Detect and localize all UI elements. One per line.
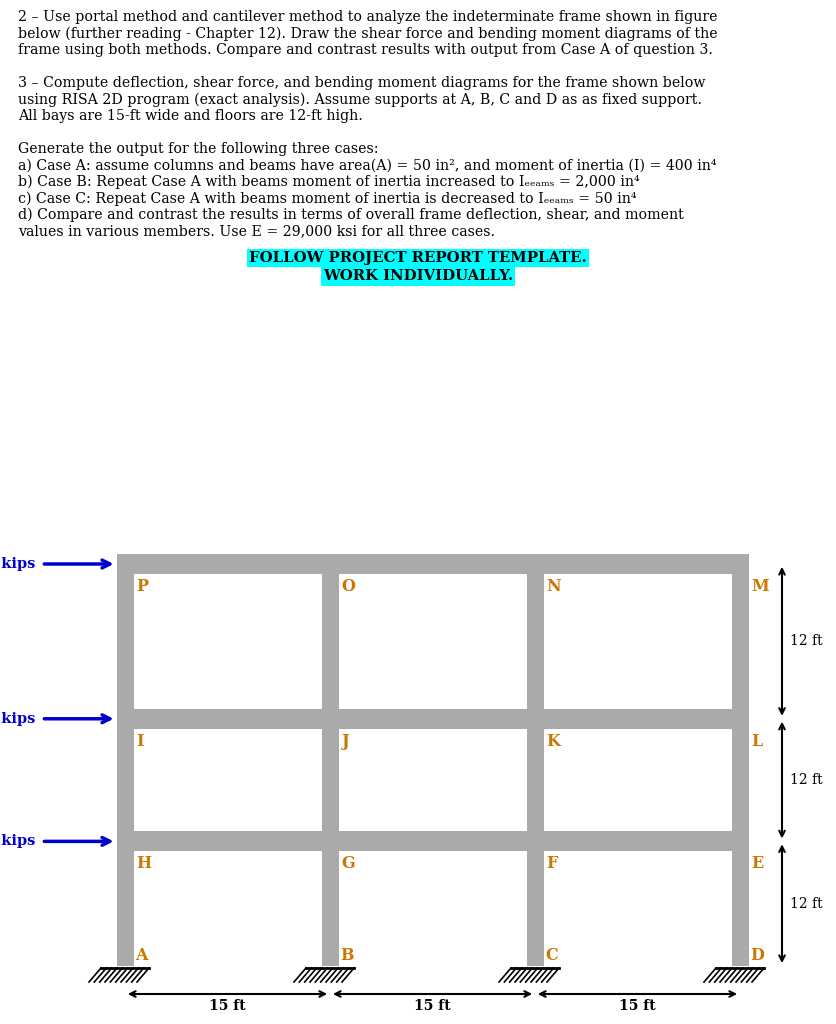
Text: 15 ft: 15 ft	[619, 999, 655, 1013]
Text: FOLLOW PROJECT REPORT TEMPLATE.: FOLLOW PROJECT REPORT TEMPLATE.	[249, 251, 587, 265]
Text: A: A	[135, 947, 148, 964]
Bar	[116, 831, 748, 851]
Text: 4 kips: 4 kips	[0, 835, 35, 848]
Bar	[116, 719, 134, 842]
Text: D: D	[751, 947, 764, 964]
Text: d) Compare and contrast the results in terms of overall frame deflection, shear,: d) Compare and contrast the results in t…	[18, 208, 684, 222]
Text: Generate the output for the following three cases:: Generate the output for the following th…	[18, 142, 379, 156]
Text: H: H	[136, 855, 151, 872]
Text: 15 ft: 15 ft	[414, 999, 451, 1013]
Text: F: F	[547, 855, 558, 872]
Text: N: N	[547, 578, 561, 595]
Bar	[732, 842, 748, 966]
Bar	[116, 842, 134, 966]
Text: K: K	[547, 733, 560, 750]
Bar	[322, 564, 339, 719]
Bar	[527, 564, 543, 719]
Text: a) Case A: assume columns and beams have area(A) = 50 in², and moment of inertia: a) Case A: assume columns and beams have…	[18, 159, 716, 172]
Text: B: B	[340, 947, 354, 964]
Bar	[732, 564, 748, 719]
Text: 6 kips: 6 kips	[0, 712, 35, 726]
Text: values in various members. Use E = 29,000 ksi for all three cases.: values in various members. Use E = 29,00…	[18, 224, 495, 239]
Bar	[527, 719, 543, 842]
Bar	[527, 842, 543, 966]
Text: using RISA 2D program (exact analysis). Assume supports at A, B, C and D as as f: using RISA 2D program (exact analysis). …	[18, 92, 702, 106]
Text: J: J	[341, 733, 349, 750]
Bar	[732, 719, 748, 842]
Text: below (further reading - Chapter 12). Draw the shear force and bending moment di: below (further reading - Chapter 12). Dr…	[18, 27, 717, 41]
Text: All bays are 15-ft wide and floors are 12-ft high.: All bays are 15-ft wide and floors are 1…	[18, 109, 363, 123]
Bar	[116, 554, 748, 574]
Bar	[322, 719, 339, 842]
Text: c) Case C: Repeat Case A with beams moment of inertia is decreased to Iₑₑₐₘₛ = 5: c) Case C: Repeat Case A with beams mome…	[18, 191, 636, 206]
Bar	[116, 709, 748, 729]
Text: 3 – Compute deflection, shear force, and bending moment diagrams for the frame s: 3 – Compute deflection, shear force, and…	[18, 76, 706, 90]
Text: P: P	[136, 578, 149, 595]
Text: frame using both methods. Compare and contrast results with output from Case A o: frame using both methods. Compare and co…	[18, 43, 713, 57]
Text: M: M	[752, 578, 769, 595]
Text: 12 ft: 12 ft	[790, 773, 823, 787]
Text: I: I	[136, 733, 144, 750]
Text: E: E	[752, 855, 764, 872]
Text: 12 ft: 12 ft	[790, 897, 823, 910]
Text: L: L	[752, 733, 762, 750]
Text: b) Case B: Repeat Case A with beams moment of inertia increased to Iₑₑₐₘₛ = 2,00: b) Case B: Repeat Case A with beams mome…	[18, 175, 640, 189]
Text: WORK INDIVIDUALLY.: WORK INDIVIDUALLY.	[323, 269, 513, 284]
Text: 2 – Use portal method and cantilever method to analyze the indeterminate frame s: 2 – Use portal method and cantilever met…	[18, 10, 717, 24]
Text: C: C	[546, 947, 558, 964]
Bar	[116, 564, 134, 719]
Text: 8 kips: 8 kips	[0, 557, 35, 571]
Bar	[322, 842, 339, 966]
Text: 15 ft: 15 ft	[209, 999, 246, 1013]
Text: O: O	[341, 578, 355, 595]
Text: 12 ft: 12 ft	[790, 635, 823, 648]
Text: G: G	[341, 855, 355, 872]
